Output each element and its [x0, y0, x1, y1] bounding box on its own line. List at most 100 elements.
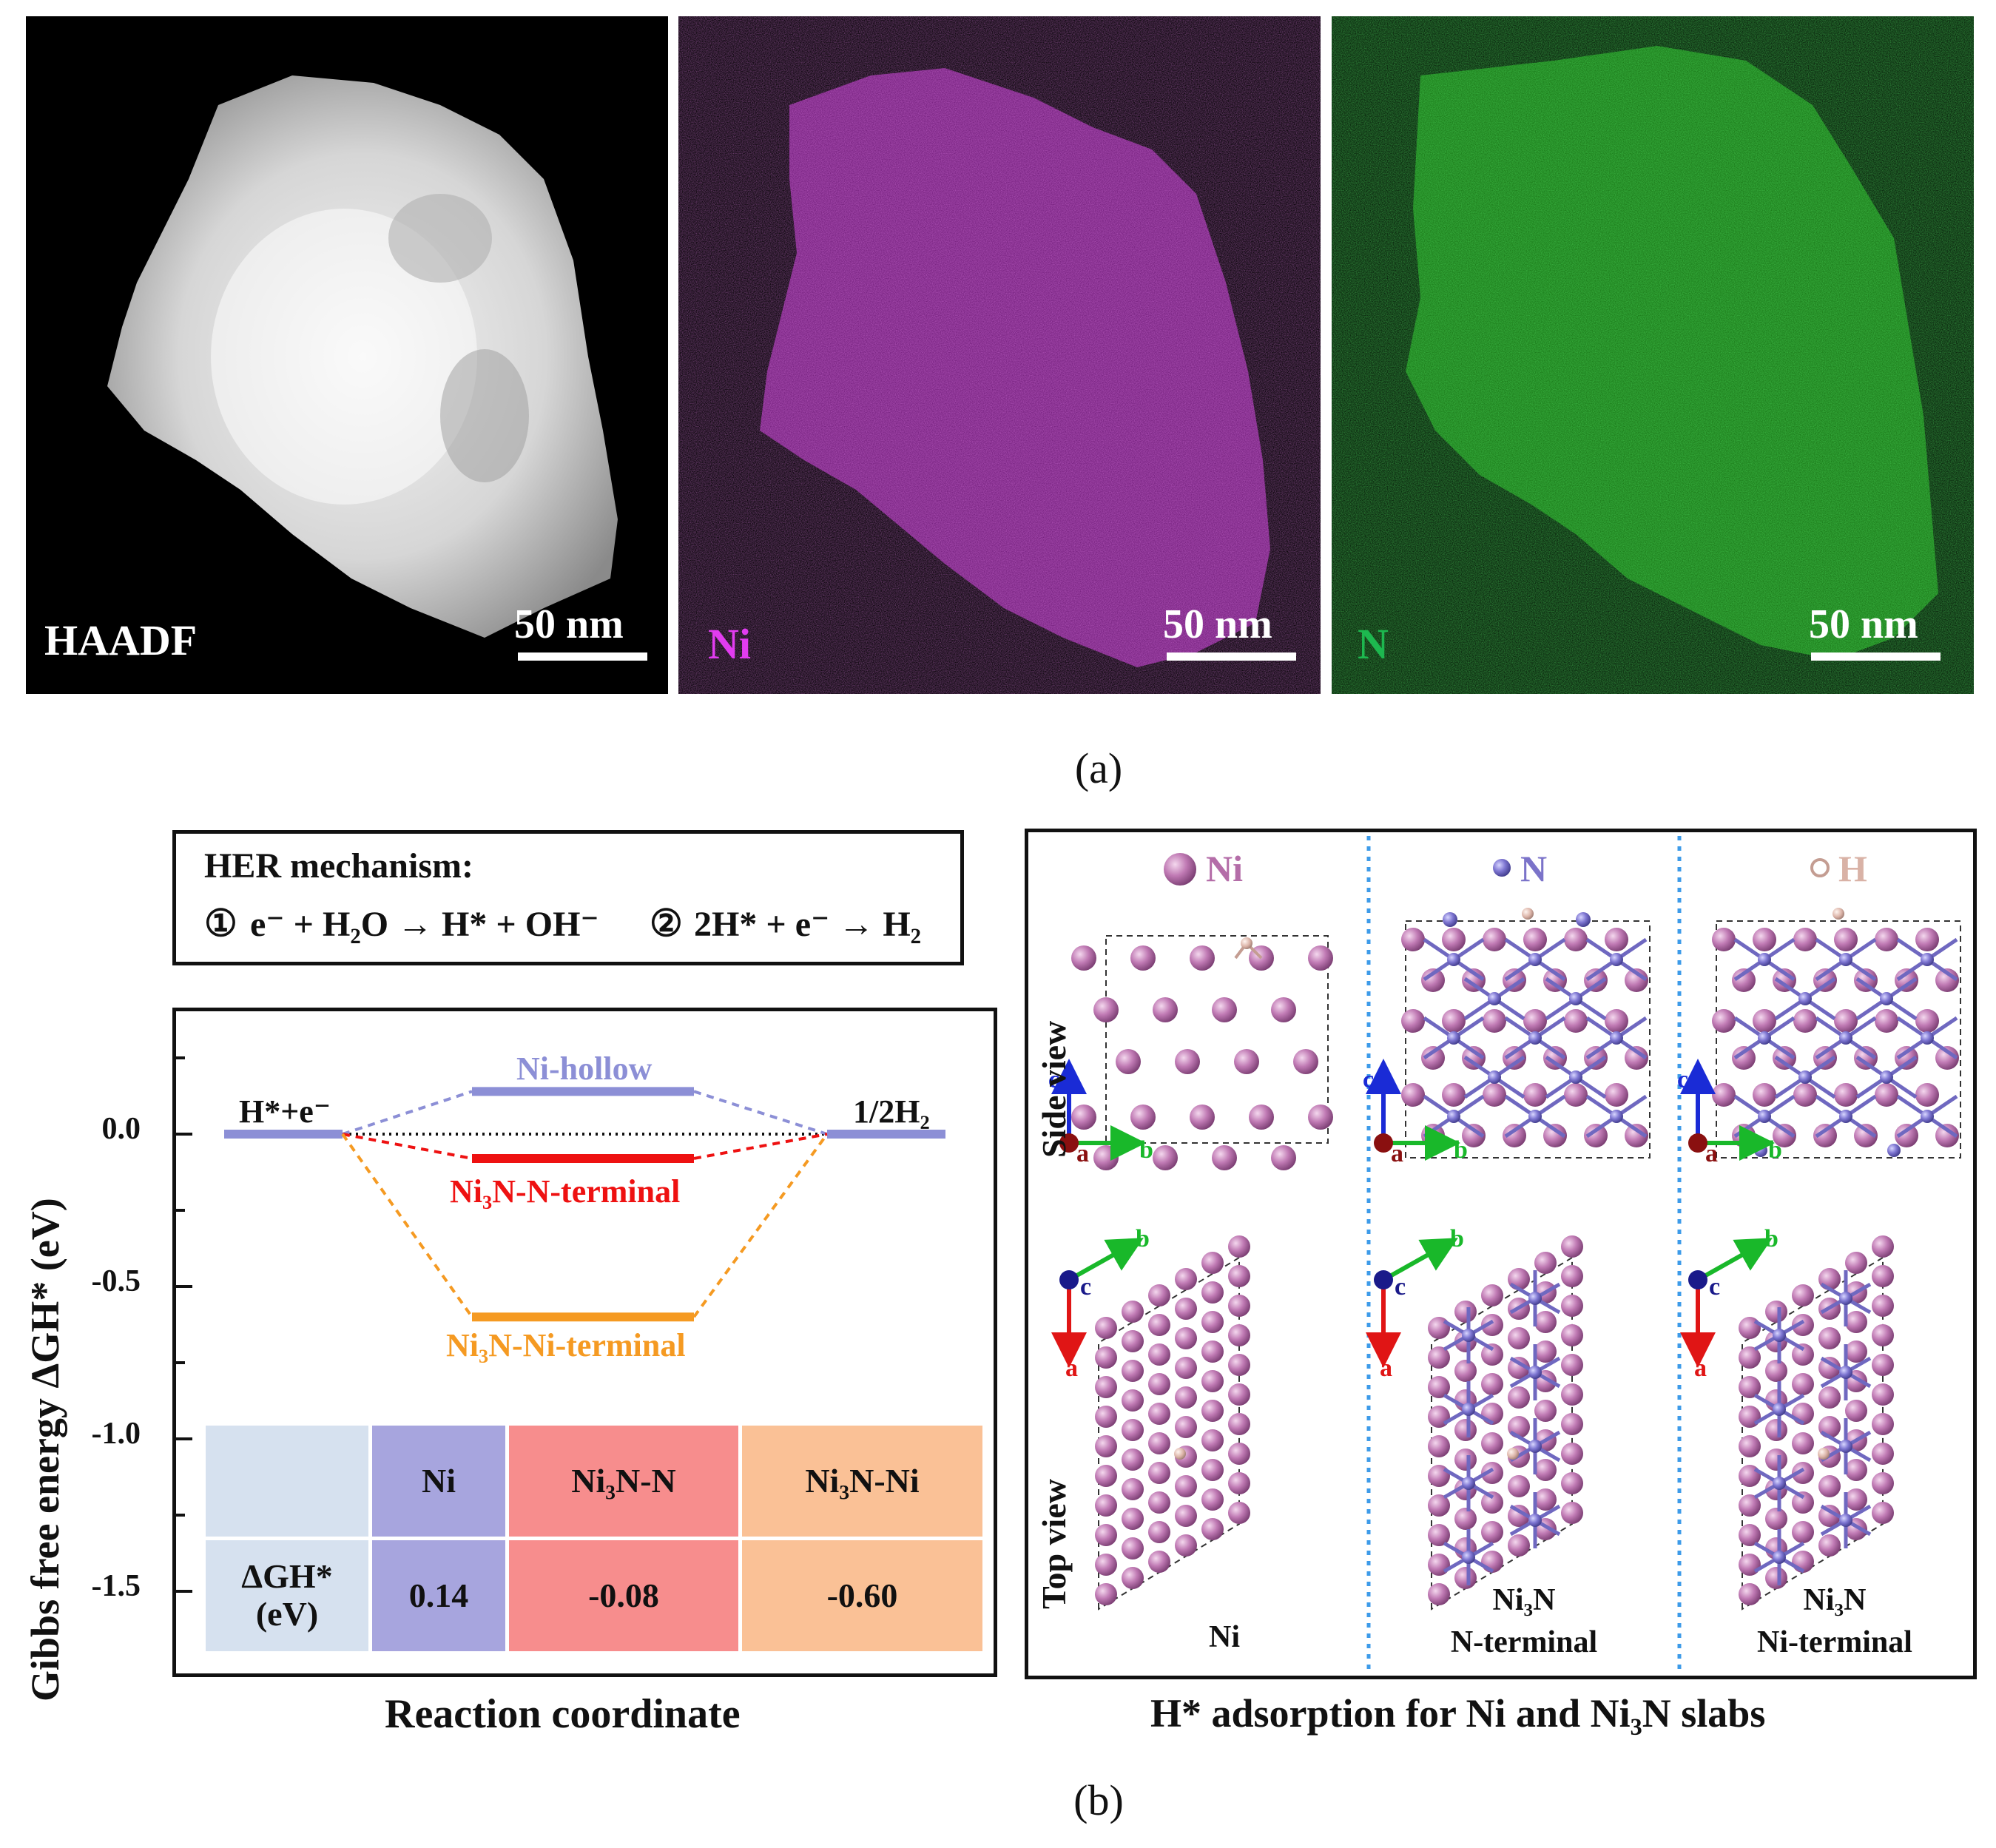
ni-atom	[1792, 1432, 1814, 1454]
ni-atom	[1201, 1281, 1224, 1304]
table-header-cell: Ni₃N-N	[509, 1426, 738, 1537]
ni-atom	[1093, 997, 1119, 1022]
ni-atom	[1534, 1459, 1557, 1481]
ni-atom	[1895, 1124, 1918, 1147]
ni-atom	[1543, 1046, 1567, 1070]
ni-atom	[1534, 1311, 1557, 1333]
ni-atom	[1818, 1386, 1841, 1409]
ni-atom	[1561, 1443, 1583, 1465]
caption-ni3n-n-line2: N-terminal	[1450, 1625, 1598, 1659]
ni-atom	[1765, 1419, 1787, 1441]
connector-right	[692, 1133, 829, 1318]
caption-ni3n-ni-line1: Ni₃N	[1803, 1583, 1867, 1617]
ni-atom	[1201, 1311, 1224, 1333]
ni-atom	[1508, 1534, 1530, 1557]
unit-cell-outline	[1105, 935, 1329, 1144]
ni-atom	[1228, 1354, 1250, 1376]
ni-atom	[1773, 968, 1796, 992]
ni-atom	[1834, 928, 1858, 951]
ni-atom	[1793, 1009, 1817, 1033]
ni-atom	[1834, 1009, 1858, 1033]
table-header-cell: Ni	[372, 1426, 505, 1537]
ni-atom	[1175, 1327, 1197, 1349]
legend-ni-label: Ni	[1206, 848, 1243, 889]
ni-atom	[1508, 1475, 1530, 1497]
ni-atom	[1122, 1419, 1144, 1441]
ni-atom	[1543, 968, 1567, 992]
ni-atom	[1454, 1449, 1477, 1471]
ni-atom	[1148, 1462, 1170, 1484]
ni-atom	[1765, 1301, 1787, 1323]
n-atom	[1773, 1551, 1786, 1564]
ni-atom	[1454, 1419, 1477, 1441]
ni-atom	[1095, 1524, 1117, 1546]
haadf-particle	[107, 75, 618, 638]
ni-atom	[1739, 1406, 1761, 1428]
ni-atom	[1122, 1537, 1144, 1559]
caption-ni3n-n: Ni₃N N-terminal	[1398, 1579, 1650, 1663]
caption-ni3n-ni-line2: Ni-terminal	[1757, 1625, 1912, 1659]
axis-letter: c	[1080, 1273, 1091, 1301]
ni-atom	[1228, 1235, 1250, 1258]
ni-atom	[1153, 997, 1178, 1022]
ni-atom	[1071, 945, 1096, 971]
ni-atom	[1148, 1373, 1170, 1395]
ni-atom	[1895, 1046, 1918, 1070]
n-atom	[1488, 992, 1501, 1005]
ni-atom	[1175, 1534, 1197, 1557]
h-atom	[1818, 1448, 1830, 1460]
table-value-cell: -0.08	[509, 1540, 738, 1651]
ni-atom	[1421, 968, 1445, 992]
ni-atom	[1813, 1046, 1837, 1070]
ni-atom	[1481, 1343, 1503, 1366]
a-axis-origin	[1059, 1133, 1079, 1153]
ni-atom	[1739, 1524, 1761, 1546]
ni-atom	[1584, 968, 1608, 992]
axis-letter: a	[1065, 1355, 1078, 1382]
n-atom	[1754, 1144, 1767, 1157]
ni-atom	[1228, 1413, 1250, 1435]
ni-atom	[1508, 1505, 1530, 1527]
ni-atom	[1148, 1521, 1170, 1543]
ni-atom	[1308, 945, 1333, 971]
ni-atom	[1854, 1124, 1878, 1147]
ni-atom	[1818, 1534, 1841, 1557]
ni-atom	[1462, 1124, 1486, 1147]
ni-atom	[1915, 1009, 1939, 1033]
ni-atom	[1481, 1491, 1503, 1514]
connector-right	[693, 1133, 828, 1160]
ni-atom	[1148, 1314, 1170, 1336]
ni-atom	[1122, 1301, 1144, 1323]
side-view-label: Side view	[1034, 1021, 1073, 1158]
ni-atom	[1428, 1317, 1450, 1339]
ni-atom	[1095, 1317, 1117, 1339]
n-atom	[1528, 1514, 1542, 1527]
ni-atom	[1792, 1373, 1814, 1395]
n-atom	[1839, 1514, 1852, 1527]
ni-atom	[1428, 1346, 1450, 1369]
ni-atom	[1845, 1488, 1867, 1511]
ni-atom	[1148, 1284, 1170, 1306]
ni-atom	[1792, 1343, 1814, 1366]
ni-atom	[1792, 1521, 1814, 1543]
mechanism-step1: e⁻ + H₂O → H* + OH⁻	[250, 905, 599, 944]
ni-atom	[1792, 1284, 1814, 1306]
ni-atom	[1228, 1502, 1250, 1524]
ni-atom	[1095, 1554, 1117, 1576]
structures-box: c a b b c a c a b b c a c a b b c a Ni N H Side view Top …	[1025, 829, 1977, 1679]
ni-particle	[678, 16, 1321, 694]
scale-text: 50 nm	[1809, 601, 1918, 647]
ni-atom	[1739, 1465, 1761, 1487]
ni-atom	[1813, 1124, 1837, 1147]
right-state-label: 1/2H₂	[853, 1093, 930, 1130]
ni-atom	[1625, 1124, 1648, 1147]
haadf-image: HAADF 50 nm	[26, 16, 668, 694]
ni-atom	[1481, 1373, 1503, 1395]
n-atom	[1610, 953, 1623, 966]
ni-atom	[1122, 1449, 1144, 1471]
ni-atom	[1175, 1049, 1200, 1074]
ni-atom	[1481, 1284, 1503, 1306]
ni-atom	[1508, 1327, 1530, 1349]
ni-atom	[1201, 1488, 1224, 1511]
y-tick-label: -1.5	[91, 1569, 141, 1603]
